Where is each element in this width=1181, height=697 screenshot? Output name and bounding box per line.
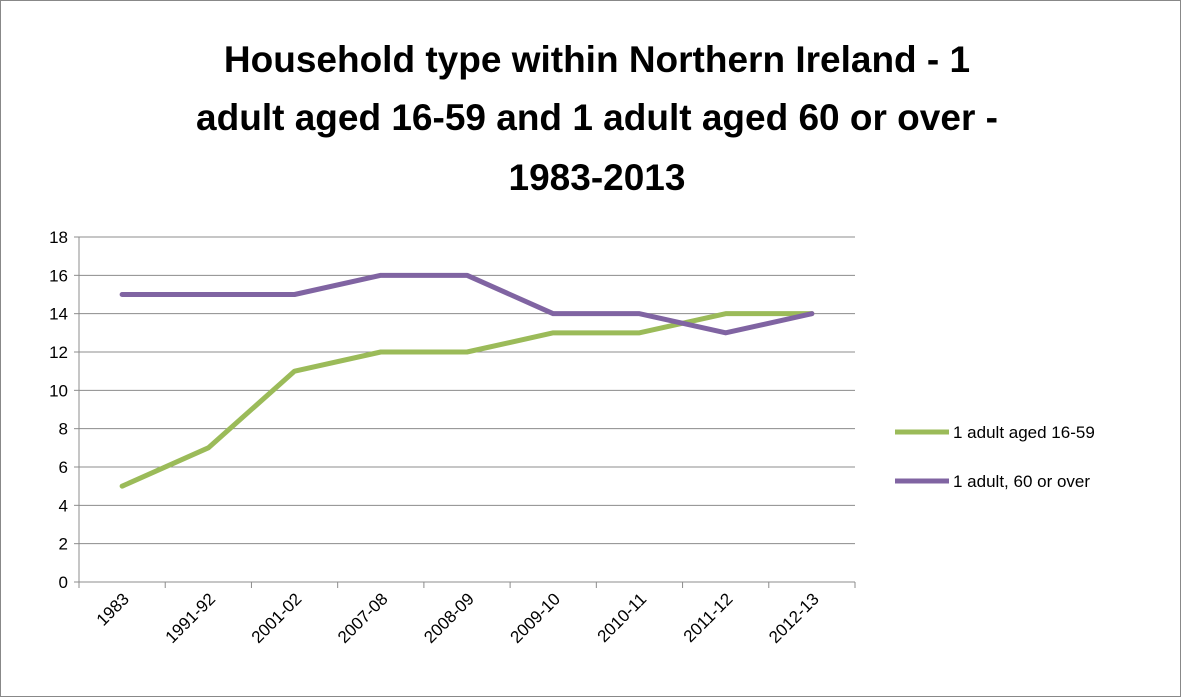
legend-label-2: 1 adult, 60 or over bbox=[953, 472, 1090, 491]
x-axis-tick-labels: 1983 1991-92 2001-02 2007-08 2008-09 2009-10 2… bbox=[93, 589, 823, 647]
y-tick-label: 2 bbox=[59, 535, 68, 554]
y-tick-label: 16 bbox=[49, 266, 68, 285]
y-tick-label: 18 bbox=[49, 228, 68, 247]
x-tick-label: 2001-02 bbox=[248, 589, 306, 647]
y-tick-label: 8 bbox=[59, 420, 68, 439]
axes bbox=[74, 236, 856, 588]
chart-title: Household type within Northern Ireland -… bbox=[196, 39, 998, 198]
gridlines bbox=[79, 236, 855, 545]
y-tick-label: 12 bbox=[49, 343, 68, 362]
chart-title-line-3: 1983-2013 bbox=[509, 157, 686, 198]
series-lines bbox=[119, 272, 815, 489]
x-tick-label: 2009-10 bbox=[506, 589, 564, 647]
chart-title-line-1: Household type within Northern Ireland -… bbox=[224, 39, 970, 80]
y-tick-label: 10 bbox=[49, 381, 68, 400]
y-tick-label: 14 bbox=[49, 305, 68, 324]
y-tick-label: 0 bbox=[59, 573, 68, 592]
legend: 1 adult aged 16-59 1 adult, 60 or over bbox=[895, 423, 1095, 491]
x-tick-label: 1983 bbox=[93, 589, 133, 629]
chart-title-line-2: adult aged 16-59 and 1 adult aged 60 or … bbox=[196, 97, 998, 138]
x-tick-label: 2007-08 bbox=[334, 589, 392, 647]
x-tick-label: 1991-92 bbox=[162, 589, 220, 647]
x-tick-label: 2011-12 bbox=[680, 589, 737, 646]
series-line-1 bbox=[119, 311, 815, 489]
y-tick-label: 4 bbox=[59, 496, 68, 515]
series-line-2 bbox=[119, 272, 815, 336]
legend-label-1: 1 adult aged 16-59 bbox=[953, 423, 1095, 442]
x-tick-label: 2008-09 bbox=[420, 589, 478, 647]
y-tick-label: 6 bbox=[59, 458, 68, 477]
y-axis-tick-labels: 0 2 4 6 8 10 12 14 16 18 bbox=[49, 228, 68, 592]
x-tick-label: 2010-11 bbox=[594, 589, 651, 646]
x-tick-label: 2012-13 bbox=[765, 589, 823, 647]
